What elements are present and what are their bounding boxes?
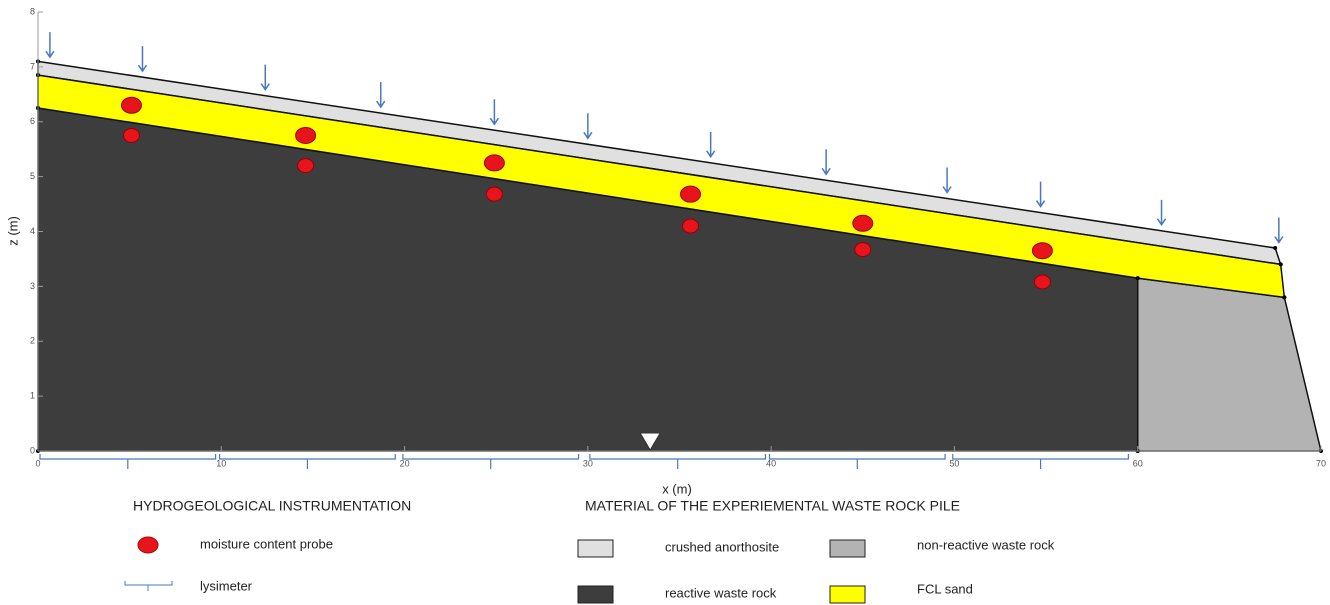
moisture-probe <box>486 187 502 201</box>
vertex <box>1273 246 1277 250</box>
infiltration-arrow <box>1275 218 1283 243</box>
x-tick-label: 0 <box>35 458 40 468</box>
legend-label: non-reactive waste rock <box>917 537 1055 552</box>
x-tick-label: 70 <box>1316 458 1326 468</box>
layer <box>1138 278 1321 451</box>
vertex <box>1136 276 1140 280</box>
legend-label: FCL sand <box>917 581 973 596</box>
lysimeter <box>220 454 396 469</box>
x-tick-label: 10 <box>216 458 226 468</box>
lysimeter <box>40 454 216 469</box>
material-title: MATERIAL OF THE EXPERIEMENTAL WASTE ROCK… <box>585 498 960 514</box>
lysimeter <box>953 454 1129 469</box>
legend-swatch <box>578 586 613 603</box>
moisture-probe <box>853 215 873 231</box>
y-tick-label: 6 <box>30 116 35 126</box>
legend-swatch <box>830 586 865 603</box>
y-tick-label: 2 <box>30 336 35 346</box>
legend-label: crushed anorthosite <box>665 539 779 554</box>
moisture-probe <box>484 155 504 171</box>
infiltration-arrow <box>584 113 592 138</box>
vertex <box>1282 295 1286 299</box>
y-tick-label: 4 <box>30 226 35 236</box>
moisture-probe <box>296 127 316 143</box>
x-tick-label: 60 <box>1133 458 1143 468</box>
legend-swatch <box>578 540 613 557</box>
legend-swatch <box>830 540 865 557</box>
x-tick-label: 50 <box>949 458 959 468</box>
x-tick-label: 20 <box>400 458 410 468</box>
y-tick-label: 5 <box>30 171 35 181</box>
infiltration-arrow <box>1037 182 1045 207</box>
vertex <box>1279 262 1283 266</box>
moisture-probe <box>855 243 871 257</box>
y-tick-label: 0 <box>30 445 35 455</box>
legend-label: reactive waste rock <box>665 585 777 600</box>
lysimeter-legend-icon <box>125 581 172 591</box>
infiltration-arrow <box>943 167 951 192</box>
lysimeter <box>403 454 579 469</box>
x-tick-label: 30 <box>583 458 593 468</box>
moisture-probe <box>1034 275 1050 289</box>
y-tick-label: 3 <box>30 281 35 291</box>
lysimeter <box>590 454 766 469</box>
infiltration-arrow <box>707 132 715 157</box>
infiltration-arrow <box>46 32 54 57</box>
y-tick-label: 8 <box>30 6 35 16</box>
moisture-probe <box>123 128 139 142</box>
y-axis-label: z (m) <box>5 216 20 246</box>
moisture-probe <box>680 186 700 202</box>
infiltration-arrow <box>138 46 146 71</box>
x-tick-label: 40 <box>766 458 776 468</box>
moisture-probe <box>298 159 314 173</box>
infiltration-arrow <box>822 149 830 174</box>
figure: x (m) z (m) HYDROGEOLOGICAL INSTRUMENTAT… <box>0 0 1330 605</box>
infiltration-arrow <box>377 82 385 107</box>
moisture-probe <box>121 97 141 113</box>
lysimeter <box>769 454 945 469</box>
probe-legend-label: moisture content probe <box>200 536 333 551</box>
instrumentation-title: HYDROGEOLOGICAL INSTRUMENTATION <box>133 498 411 514</box>
infiltration-arrow <box>1158 200 1166 225</box>
lysimeter-legend-label: lysimeter <box>200 578 253 593</box>
probe-legend-icon <box>138 537 158 553</box>
moisture-probe <box>682 219 698 233</box>
y-tick-label: 7 <box>30 61 35 71</box>
x-axis-label: x (m) <box>662 481 692 496</box>
infiltration-arrow <box>261 65 269 90</box>
infiltration-arrow <box>490 99 498 124</box>
moisture-probe <box>1032 243 1052 259</box>
y-tick-label: 1 <box>30 391 35 401</box>
